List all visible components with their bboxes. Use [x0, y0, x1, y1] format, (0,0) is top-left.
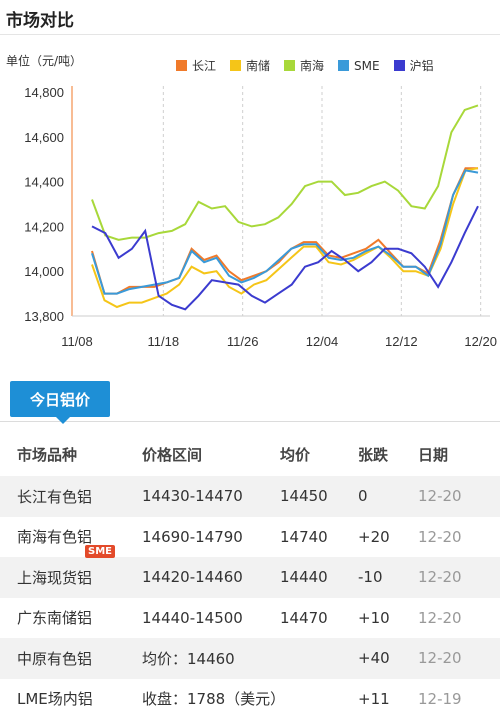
legend-label: 南海	[300, 57, 324, 74]
col-header-market: 市场品种	[0, 432, 142, 476]
x-tick-label: 11/26	[227, 334, 259, 349]
market-name: 上海现货铝	[17, 569, 92, 587]
series-line	[92, 105, 478, 239]
cell-date: 12-20	[418, 557, 500, 598]
cell-avg: 14470	[280, 598, 358, 639]
col-header-change: 张跌	[358, 432, 418, 476]
legend-item: 南海	[284, 57, 324, 74]
cell-avg	[280, 638, 358, 679]
cell-avg: 14450	[280, 476, 358, 517]
cell-change: +40	[358, 638, 418, 679]
legend-swatch	[394, 60, 405, 71]
cell-market: 长江有色铝	[0, 476, 142, 517]
cell-avg: 14740	[280, 517, 358, 558]
cell-range: 14690-14790	[142, 517, 280, 558]
cell-market: LME场内铝	[0, 679, 142, 719]
legend-item: SME	[338, 57, 380, 74]
cell-market: 中原有色铝	[0, 638, 142, 679]
col-header-range: 价格区间	[142, 432, 280, 476]
tab-row: 今日铝价	[0, 375, 500, 422]
cell-range: 14430-14470	[142, 476, 280, 517]
legend-swatch	[176, 60, 187, 71]
sme-badge: SME	[85, 545, 115, 558]
cell-change: -10	[358, 557, 418, 598]
unit-label: 单位（元/吨）	[6, 52, 82, 69]
y-tick-label: 14,800	[24, 85, 64, 100]
tab-today-price[interactable]: 今日铝价	[10, 381, 110, 417]
col-header-avg: 均价	[280, 432, 358, 476]
legend-label: 长江	[192, 57, 216, 74]
legend-swatch	[230, 60, 241, 71]
legend-label: 沪铝	[410, 57, 434, 74]
y-tick-label: 14,600	[24, 130, 64, 145]
cell-range: 收盘：1788（美元）	[142, 679, 280, 719]
chart-legend: 长江 南储 南海 SME 沪铝	[176, 57, 448, 74]
cell-date: 12-20	[418, 638, 500, 679]
cell-change: 0	[358, 476, 418, 517]
cell-avg	[280, 679, 358, 719]
cell-market: 南海有色铝	[0, 517, 142, 558]
legend-item: 长江	[176, 57, 216, 74]
cell-change: +11	[358, 679, 418, 719]
cell-change: +20	[358, 517, 418, 558]
cell-date: 12-19	[418, 679, 500, 719]
table-header-row: 市场品种 价格区间 均价 张跌 日期	[0, 432, 500, 476]
x-tick-label: 12/20	[464, 334, 497, 349]
cell-change: +10	[358, 598, 418, 639]
legend-label: 南储	[246, 57, 270, 74]
legend-label: SME	[354, 59, 380, 73]
y-tick-label: 14,000	[24, 264, 64, 279]
section-title: 市场对比	[6, 6, 74, 31]
series-line	[92, 206, 478, 309]
col-header-date: 日期	[418, 432, 500, 476]
y-tick-label: 14,400	[24, 175, 64, 190]
section-header: 市场对比	[0, 0, 500, 35]
cell-range: 均价：14460	[142, 638, 280, 679]
market-comparison-chart: 13,800 14,000 14,200 14,400 14,600 14,800 11/0…	[0, 40, 500, 360]
legend-swatch	[284, 60, 295, 71]
y-tick-label: 14,200	[24, 219, 64, 234]
series-line	[92, 168, 478, 293]
cell-date: 12-20	[418, 598, 500, 639]
cell-date: 12-20	[418, 517, 500, 558]
cell-range: 14440-14500	[142, 598, 280, 639]
cell-avg: 14440	[280, 557, 358, 598]
legend-item: 南储	[230, 57, 270, 74]
cell-date: 12-20	[418, 476, 500, 517]
cell-market: 广东南储铝	[0, 598, 142, 639]
x-tick-label: 12/04	[306, 334, 339, 349]
x-tick-label: 11/18	[148, 334, 180, 349]
cell-range: 14420-14460	[142, 557, 280, 598]
legend-item: 沪铝	[394, 57, 434, 74]
x-tick-label: 11/08	[61, 334, 93, 349]
series-line	[92, 170, 478, 293]
line-chart: 13,800 14,000 14,200 14,400 14,600 14,800 11/0…	[0, 40, 500, 360]
x-tick-label: 12/12	[385, 334, 418, 349]
y-tick-label: 13,800	[24, 309, 64, 324]
legend-swatch	[338, 60, 349, 71]
